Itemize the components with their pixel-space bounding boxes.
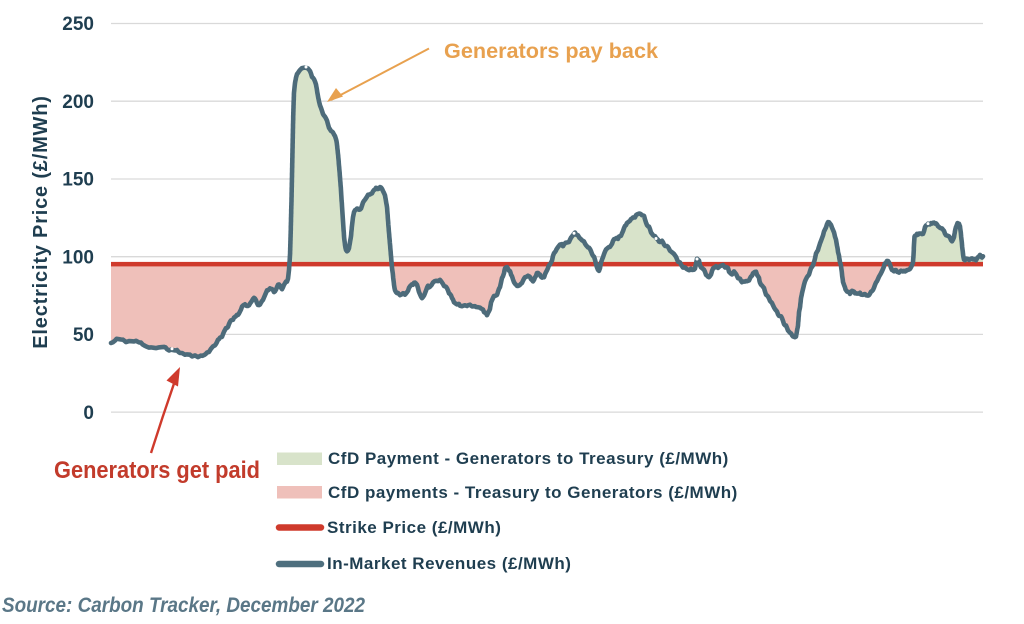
svg-text:250: 250 [62, 14, 94, 35]
svg-text:In-Market Revenues (£/MWh): In-Market Revenues (£/MWh) [327, 554, 571, 573]
svg-text:Generators get paid: Generators get paid [54, 457, 260, 484]
svg-text:50: 50 [73, 325, 94, 346]
svg-text:Generators pay back: Generators pay back [444, 40, 658, 63]
svg-text:0: 0 [83, 403, 94, 424]
svg-text:100: 100 [62, 247, 94, 268]
svg-text:200: 200 [62, 92, 94, 113]
svg-text:Strike Price (£/MWh): Strike Price (£/MWh) [327, 518, 501, 537]
svg-text:150: 150 [62, 170, 94, 191]
svg-text:Electricity Price (£/MWh): Electricity Price (£/MWh) [30, 95, 52, 348]
svg-text:CfD payments - Treasury to Gen: CfD payments - Treasury to Generators (£… [328, 483, 738, 502]
svg-text:Source: Carbon Tracker, Decemb: Source: Carbon Tracker, December 2022 [2, 594, 365, 617]
svg-text:CfD Payment - Generators to Tr: CfD Payment - Generators to Treasury (£/… [328, 449, 729, 468]
